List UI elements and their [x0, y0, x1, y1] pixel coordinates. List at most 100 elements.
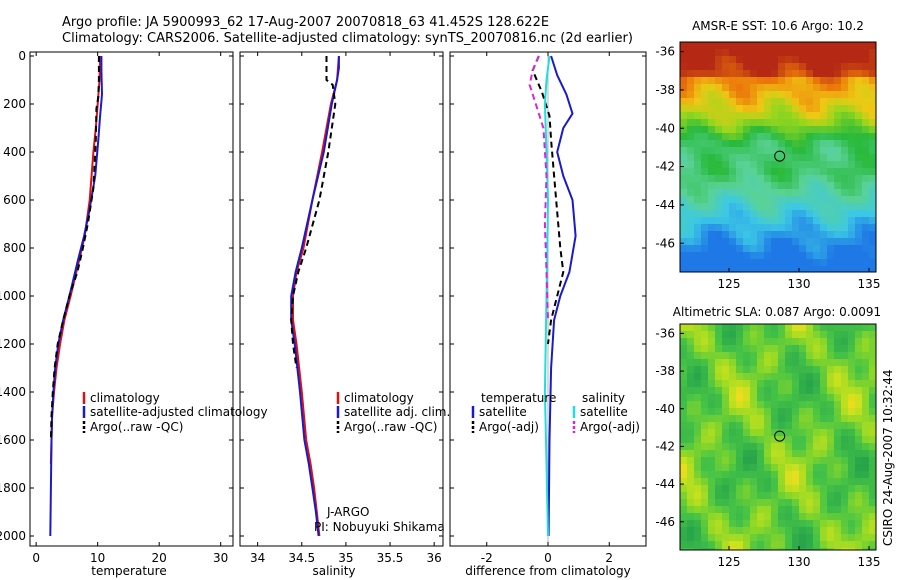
legend-entry-label: satellite-adjusted climatology: [90, 405, 268, 419]
map-cell: [715, 352, 723, 360]
map-cell: [680, 140, 688, 148]
map-cell: [680, 42, 688, 50]
map-cell: [827, 56, 835, 64]
map-cell: [750, 380, 758, 388]
map-cell: [708, 175, 716, 183]
map-cell: [834, 422, 842, 430]
map-cell: [687, 359, 695, 367]
map-cell: [722, 471, 730, 479]
map-cell: [764, 196, 772, 204]
map-cell: [757, 478, 765, 486]
map-cell: [806, 436, 814, 444]
map-cell: [855, 499, 863, 507]
map-cell: [799, 168, 807, 176]
map-cell: [806, 534, 814, 542]
map-cell: [722, 541, 730, 549]
map-cell: [715, 366, 723, 374]
map-cell: [687, 238, 695, 246]
map-cell: [848, 457, 856, 465]
map-cell: [743, 77, 751, 85]
map-cell: [827, 394, 835, 402]
map-cell: [750, 394, 758, 402]
map-cell: [827, 485, 835, 493]
map-cell: [848, 415, 856, 423]
map-cell: [743, 513, 751, 521]
map-cell: [848, 98, 856, 106]
map-cell: [869, 126, 876, 134]
map-cell: [764, 238, 772, 246]
map-cell: [778, 527, 786, 535]
map-cell: [785, 422, 793, 430]
map-cell: [785, 189, 793, 197]
map-cell: [799, 210, 807, 218]
map-cell: [701, 373, 709, 381]
map-cell: [771, 42, 779, 50]
map-cell: [771, 91, 779, 99]
map-cell: [715, 161, 723, 169]
map-cell: [750, 513, 758, 521]
map-cell: [771, 506, 779, 514]
map-cell: [715, 506, 723, 514]
map-cell: [722, 415, 730, 423]
map-cell: [813, 478, 821, 486]
map-cell: [757, 140, 765, 148]
map-cell: [820, 266, 828, 272]
map-cell: [785, 373, 793, 381]
map-cell: [806, 140, 814, 148]
map-cell: [680, 527, 688, 535]
map-cell: [729, 429, 737, 437]
map-cell: [778, 422, 786, 430]
map-cell: [820, 345, 828, 353]
x-tick-label: 35.5: [377, 551, 404, 565]
map-cell: [729, 520, 737, 528]
map-cell: [729, 266, 737, 272]
map-cell: [799, 429, 807, 437]
map-cell: [820, 331, 828, 339]
map-cell: [680, 224, 688, 232]
map-cell: [778, 429, 786, 437]
map-cell: [736, 63, 744, 71]
map-cell: [743, 401, 751, 409]
map-cell: [694, 408, 702, 416]
map-cell: [708, 245, 716, 253]
map-cell: [792, 478, 800, 486]
map-cell: [862, 161, 870, 169]
salinity-plot-area: [290, 55, 340, 537]
map-cell: [736, 161, 744, 169]
map-cell: [694, 422, 702, 430]
map-cell: [855, 331, 863, 339]
sla-argo-location-marker: [774, 430, 786, 442]
map-cell: [687, 70, 695, 78]
map-cell: [806, 266, 814, 272]
map-cell: [869, 499, 876, 507]
map-cell: [701, 541, 709, 549]
map-cell: [687, 49, 695, 57]
map-cell: [806, 63, 814, 71]
map-cell: [750, 217, 758, 225]
map-cell: [715, 401, 723, 409]
map-cell: [778, 443, 786, 451]
map-cell: [848, 401, 856, 409]
map-cell: [785, 224, 793, 232]
map-cell: [799, 352, 807, 360]
map-cell: [736, 231, 744, 239]
map-cell: [736, 119, 744, 127]
map-cell: [792, 387, 800, 395]
map-cell: [848, 77, 856, 85]
map-cell: [792, 70, 800, 78]
map-cell: [834, 436, 842, 444]
map-cell: [785, 154, 793, 162]
map-cell: [799, 175, 807, 183]
map-cell: [680, 513, 688, 521]
map-cell: [841, 352, 849, 360]
map-cell: [855, 91, 863, 99]
map-cell: [778, 175, 786, 183]
map-cell: [848, 84, 856, 92]
map-cell: [869, 105, 876, 113]
map-cell: [743, 485, 751, 493]
map-cell: [792, 147, 800, 155]
map-cell: [764, 506, 772, 514]
map-cell: [799, 436, 807, 444]
map-cell: [827, 91, 835, 99]
